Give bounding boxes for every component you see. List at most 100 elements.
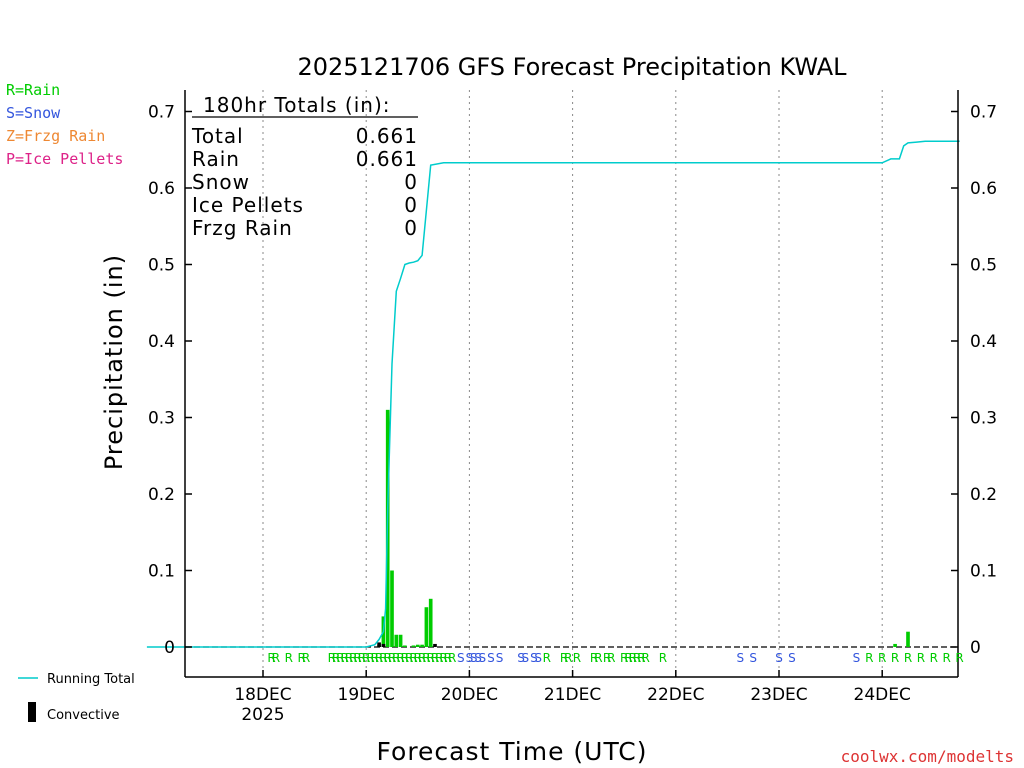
tick-labels: 0 00.1 0.10.2 0.20.3 0.30.4 0.40.5 0.50.6 0.60.…	[148, 103, 997, 726]
totals-row-value: 0	[404, 170, 418, 194]
ptype-marker: R	[353, 651, 361, 665]
precip-type-legend: R=Rain S=Snow Z=Frzg Rain P=Ice Pellets	[6, 81, 123, 168]
ptype-marker: S	[749, 651, 757, 665]
ptype-marker: R	[267, 651, 275, 665]
x-tick-label: 22DEC	[647, 685, 704, 705]
ptype-marker: S	[487, 651, 495, 665]
series-legend: Running Total Convective	[18, 672, 135, 723]
ptype-marker: S	[470, 651, 478, 665]
rain-bar	[893, 643, 897, 647]
ptype-marker: S	[853, 651, 861, 665]
ptype-marker: R	[620, 651, 628, 665]
ptype-marker: R	[298, 651, 306, 665]
ptype-marker: R	[358, 651, 366, 665]
precipitation-bars	[377, 409, 910, 647]
ptype-marker: R	[401, 651, 409, 665]
ptype-marker: S	[496, 651, 504, 665]
credit-text: coolwx.com/modelts	[841, 747, 1014, 766]
y-tick-label-left: 0.7	[148, 103, 175, 123]
ptype-marker: R	[431, 651, 439, 665]
y-tick-label-right: 0.2	[970, 485, 997, 505]
ptype-marker: R	[396, 651, 404, 665]
totals-row-label: Total	[191, 124, 244, 148]
rain-bar	[390, 570, 394, 647]
ptype-marker: R	[388, 651, 396, 665]
totals-row-value: 0	[404, 216, 418, 240]
totals-row-value: 0.661	[356, 124, 418, 148]
ptype-marker: R	[573, 651, 581, 665]
ptype-marker: R	[607, 651, 615, 665]
x-tick-sublabel: 2025	[241, 705, 284, 725]
ptype-marker: R	[422, 651, 430, 665]
rain-bar	[424, 607, 429, 647]
totals-row-label: Rain	[192, 147, 240, 171]
legend-bar-icon	[28, 702, 36, 722]
ptype-legend-item: S=Snow	[6, 104, 61, 122]
totals-row-label: Frzg Rain	[192, 216, 293, 240]
rain-bar	[403, 645, 407, 647]
ptype-marker: R	[371, 651, 379, 665]
ptype-marker: R	[943, 651, 951, 665]
ptype-marker: R	[302, 651, 310, 665]
rain-bar	[398, 634, 403, 647]
totals-heading: 180hr Totals (in):	[203, 93, 391, 117]
totals-box: 180hr Totals (in): Total 0.661 Rain 0.661 Sno…	[191, 93, 418, 240]
ptype-marker: R	[392, 651, 400, 665]
ptype-marker: R	[904, 651, 912, 665]
ptype-marker: R	[405, 651, 413, 665]
legend-label: Running Total	[47, 672, 135, 687]
y-tick-label-left: 0	[164, 638, 175, 658]
ptype-marker: R	[272, 651, 280, 665]
ptype-marker: R	[439, 651, 447, 665]
ptype-marker: R	[375, 651, 383, 665]
rain-bar	[411, 645, 416, 647]
ptype-marker: R	[366, 651, 374, 665]
ptype-marker: S	[521, 651, 529, 665]
ptype-marker: R	[633, 651, 641, 665]
ptype-marker: S	[466, 651, 474, 665]
ptype-marker: R	[379, 651, 387, 665]
ptype-marker: S	[775, 651, 783, 665]
ptype-marker: R	[594, 651, 602, 665]
ptype-marker: S	[457, 651, 465, 665]
x-tick-label: 21DEC	[544, 685, 601, 705]
y-tick-label-left: 0.6	[148, 179, 175, 199]
totals-row-value: 0.661	[356, 147, 418, 171]
convective-bar	[433, 643, 437, 647]
rain-bar	[394, 634, 399, 647]
ptype-marker: R	[349, 651, 357, 665]
ptype-marker: S	[474, 651, 482, 665]
x-tick-label: 18DEC	[234, 685, 291, 705]
ptype-marker: R	[285, 651, 293, 665]
ptype-marker: R	[336, 651, 344, 665]
x-tick-label: 20DEC	[441, 685, 498, 705]
ptype-marker: R	[637, 651, 645, 665]
y-tick-label-right: 0.5	[970, 256, 997, 276]
legend-label: Convective	[47, 708, 120, 723]
ptype-marker: S	[530, 651, 538, 665]
running-total-line	[146, 140, 960, 648]
ptype-marker: R	[341, 651, 349, 665]
y-tick-label-right: 0.4	[970, 332, 997, 352]
ptype-marker: R	[444, 651, 452, 665]
ptype-marker: R	[891, 651, 899, 665]
ptype-marker: R	[629, 651, 637, 665]
ptype-marker: R	[955, 651, 963, 665]
ptype-marker: R	[930, 651, 938, 665]
x-tick-label: 24DEC	[854, 685, 911, 705]
chart-title: 2025121706 GFS Forecast Precipitation KW…	[297, 53, 847, 81]
ptype-marker: R	[362, 651, 370, 665]
ptype-marker: R	[603, 651, 611, 665]
ptype-marker: R	[642, 651, 650, 665]
rain-bar	[428, 598, 433, 647]
ptype-marker: R	[543, 651, 551, 665]
x-tick-label: 19DEC	[338, 685, 395, 705]
convective-bar	[377, 642, 381, 647]
y-tick-label-left: 0.3	[148, 409, 175, 429]
ptype-marker: R	[865, 651, 873, 665]
ptype-marker: S	[534, 651, 542, 665]
y-tick-label-left: 0.2	[148, 485, 175, 505]
ptype-marker: R	[560, 651, 568, 665]
